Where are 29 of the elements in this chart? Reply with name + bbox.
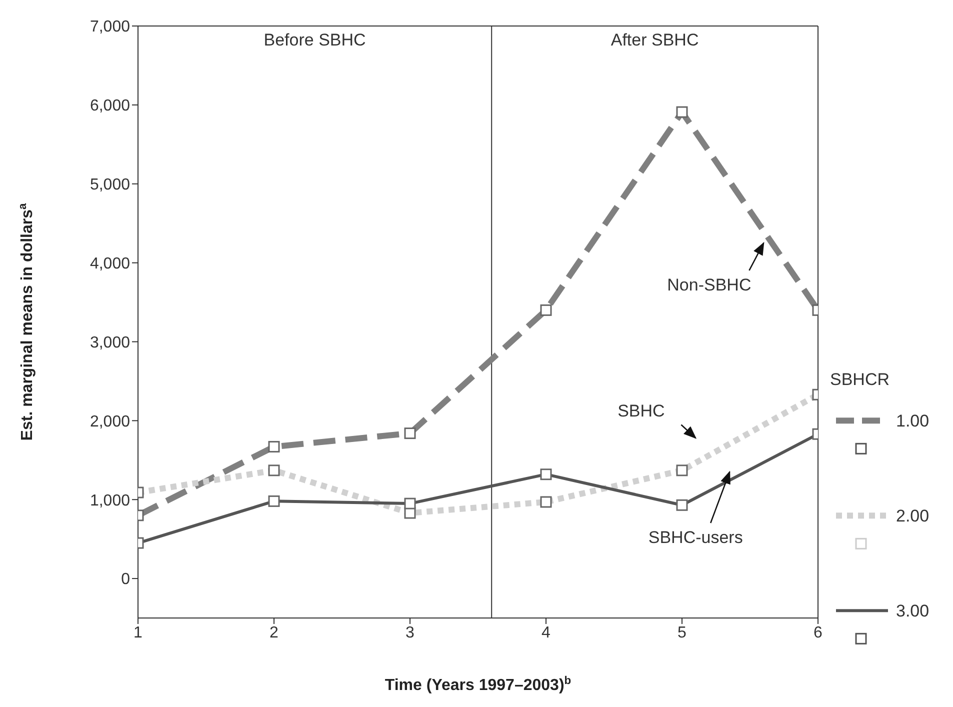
x-tick-label: 4 <box>542 624 551 642</box>
y-tick-label: 7,000 <box>90 18 130 36</box>
y-tick-label: 0 <box>121 571 130 588</box>
annotation: SBHC <box>618 402 665 421</box>
y-tick-label: 2,000 <box>90 413 130 430</box>
x-tick-label: 2 <box>270 624 279 642</box>
annotation: Before SBHC <box>264 30 366 50</box>
y-tick-label: 6,000 <box>90 98 130 115</box>
y-tick-label: 5,000 <box>90 176 130 194</box>
point <box>540 496 552 508</box>
x-tick-label: 5 <box>678 624 687 642</box>
y-tick-label: 1,000 <box>90 492 130 510</box>
x-tick-label: 3 <box>406 624 415 642</box>
point <box>540 468 552 480</box>
legend-label: 2.00 <box>896 506 930 526</box>
legend-label: 1.00 <box>896 412 930 431</box>
annotation: Non-SBHC <box>667 275 752 294</box>
x-tick-label: 6 <box>814 624 823 642</box>
point <box>404 428 416 440</box>
annotation: After SBHC <box>610 30 699 50</box>
y-tick-label: 4,000 <box>90 255 130 272</box>
point <box>540 304 552 316</box>
point <box>404 498 416 510</box>
legend-label: 3.00 <box>896 602 930 621</box>
y-tick-label: 3,000 <box>90 334 130 352</box>
legend-title: SBHCR <box>830 370 890 390</box>
annotation: SBHC-users <box>648 528 743 548</box>
x-axis-title: Time (Years 1997–2003)$^{b}$ <box>384 675 572 694</box>
x-tick-label: 1 <box>134 624 143 642</box>
